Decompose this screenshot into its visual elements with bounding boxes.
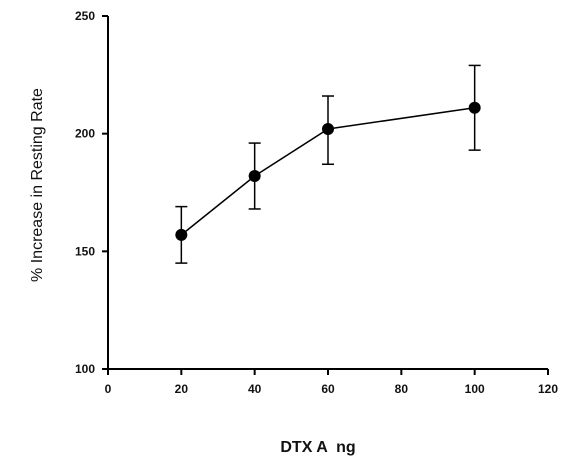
- x-tick-label: 20: [175, 382, 189, 396]
- data-point: [322, 122, 334, 135]
- y-tick-label: 100: [75, 362, 95, 376]
- x-axis-ticks: 0 20 40 60 80 100 120: [105, 369, 558, 396]
- y-tick-label: 150: [75, 244, 95, 258]
- axes: [107, 16, 548, 370]
- y-tick-label: 200: [75, 127, 95, 141]
- x-tick-label: 100: [465, 382, 485, 396]
- y-axis-title: % Increase in Resting Rate: [29, 88, 46, 282]
- x-tick-label: 60: [321, 382, 335, 396]
- y-axis-ticks: 100 150 200 250: [75, 9, 108, 376]
- data-point: [248, 170, 261, 183]
- x-tick-label: 0: [105, 382, 112, 396]
- y-tick-label: 250: [75, 9, 95, 23]
- data-point: [468, 101, 481, 114]
- data-point: [175, 228, 188, 241]
- data-series: [175, 64, 481, 264]
- x-tick-label: 120: [538, 382, 558, 396]
- x-tick-label: 40: [248, 382, 262, 396]
- x-tick-label: 80: [395, 382, 409, 396]
- series-line: [180, 107, 475, 236]
- x-axis-title: DTX A ng: [280, 439, 355, 456]
